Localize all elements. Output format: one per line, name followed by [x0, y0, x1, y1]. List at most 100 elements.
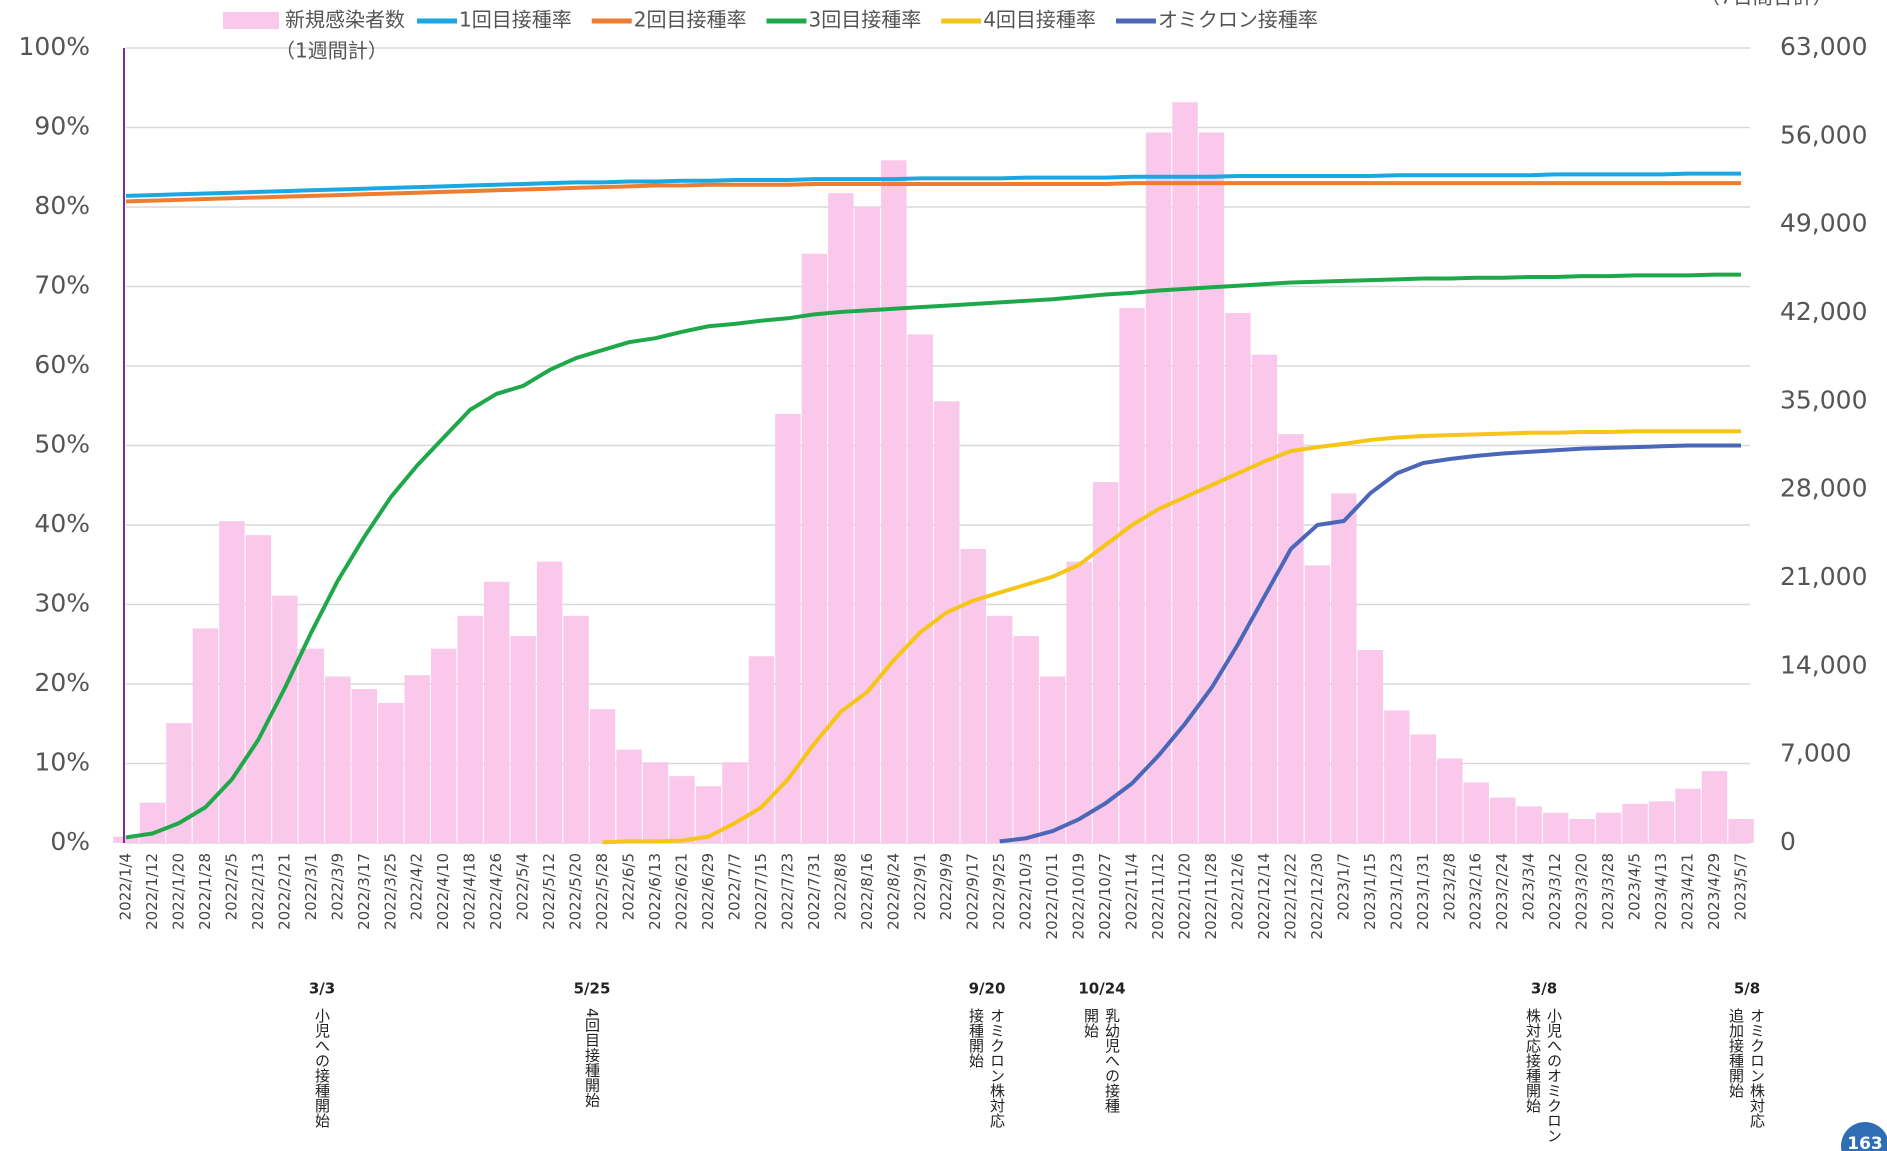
- bar: [563, 615, 589, 843]
- y-tick-label: 80%: [34, 191, 90, 220]
- bar: [1331, 493, 1357, 843]
- bar: [1278, 434, 1304, 843]
- x-tick-label: 2022/1/28: [196, 853, 214, 930]
- x-tick-label: 2022/12/6: [1228, 853, 1246, 930]
- x-tick-label: 2023/3/28: [1599, 853, 1617, 930]
- series-line: [125, 181, 1741, 204]
- x-tick-label: 2022/10/11: [1043, 853, 1061, 939]
- y-tick-label: 30%: [34, 589, 90, 618]
- y-tick-label: 60%: [34, 350, 90, 379]
- bar: [748, 656, 775, 843]
- y-tick-label: 90%: [34, 112, 90, 141]
- x-tick-label: 2022/5/12: [540, 853, 558, 930]
- x-tick-label: 2022/6/5: [620, 853, 638, 920]
- bar: [1145, 132, 1172, 844]
- bar: [430, 648, 457, 843]
- annotation-date: 10/24: [1078, 980, 1125, 998]
- x-tick-label: 2023/1/7: [1334, 853, 1352, 920]
- x-tick-label: 2022/2/13: [249, 853, 267, 930]
- x-tick-label: 2022/3/1: [302, 853, 320, 920]
- x-tick-label: 2022/4/26: [487, 853, 505, 930]
- y2-tick-label: 49,000: [1780, 209, 1867, 238]
- x-tick-label: 2022/2/21: [275, 853, 293, 930]
- x-tick-label: 2022/9/9: [937, 853, 955, 920]
- x-tick-label: 2023/4/13: [1652, 853, 1670, 930]
- legend-label: オミクロン接種率: [1158, 8, 1318, 32]
- bar: [1410, 734, 1437, 843]
- x-tick-label: 2023/1/23: [1387, 853, 1405, 930]
- x-tick-label: 2023/2/16: [1467, 853, 1485, 930]
- page-badge: [1841, 1122, 1887, 1151]
- x-tick-label: 2022/11/28: [1202, 853, 1220, 939]
- annotation-date: 5/25: [574, 980, 611, 998]
- y-tick-label: 40%: [34, 509, 90, 538]
- bar: [351, 689, 377, 843]
- x-tick-label: 2022/6/13: [646, 853, 664, 930]
- y2-tick-label: 63,000: [1780, 32, 1867, 61]
- x-tick-label: 2022/10/27: [1096, 853, 1114, 939]
- annotation-text: 開始: [1082, 1008, 1100, 1038]
- x-tick-label: 2022/2/5: [222, 853, 240, 920]
- x-tick-label: 2022/3/17: [355, 853, 373, 930]
- legend-label: 4回目接種率: [983, 8, 1096, 32]
- y2-tick-label: 21,000: [1780, 562, 1867, 591]
- bar: [986, 615, 1013, 843]
- bar: [960, 548, 986, 843]
- y2-tick-label: 56,000: [1780, 120, 1867, 149]
- bar: [589, 709, 616, 843]
- x-tick-label: 2023/3/4: [1520, 853, 1538, 920]
- x-tick-label: 2023/2/24: [1493, 853, 1511, 930]
- bar: [775, 413, 801, 843]
- bar: [219, 521, 245, 843]
- y-tick-label: 50%: [34, 430, 90, 459]
- bar: [1701, 771, 1728, 843]
- x-tick-label: 2022/11/20: [1176, 853, 1194, 939]
- bar: [1092, 482, 1119, 843]
- x-tick-label: 2023/5/7: [1732, 853, 1750, 920]
- x-tick-label: 2022/4/18: [461, 853, 479, 930]
- bar: [1437, 758, 1463, 843]
- bar: [1463, 782, 1489, 843]
- annotation-date: 3/8: [1531, 980, 1557, 998]
- x-tick-label: 2023/1/15: [1361, 853, 1379, 930]
- x-tick-label: 2022/6/29: [699, 853, 717, 930]
- x-tick-label: 2022/9/25: [990, 853, 1008, 930]
- bar: [245, 535, 272, 843]
- bar: [1119, 307, 1145, 843]
- bar: [722, 762, 748, 843]
- annotation-text: 株対応接種開始: [1524, 1008, 1542, 1113]
- y2-tick-label: 28,000: [1780, 474, 1867, 503]
- x-tick-label: 2022/4/10: [434, 853, 452, 930]
- bar: [510, 636, 536, 843]
- annotation-text: オミクロン株対応: [1748, 1008, 1766, 1129]
- annotation-text: 追加接種開始: [1727, 1008, 1745, 1098]
- series-line: [999, 443, 1741, 844]
- bar: [1357, 649, 1384, 843]
- bar: [139, 802, 166, 843]
- bar: [1675, 788, 1701, 843]
- series-line: [125, 171, 1741, 198]
- legend-label: 新規感染者数: [285, 8, 405, 32]
- bar: [907, 334, 933, 843]
- bar: [404, 675, 430, 843]
- x-tick-label: 2022/8/16: [858, 853, 876, 930]
- x-tick-label: 2022/10/19: [1070, 853, 1088, 939]
- bar: [934, 401, 960, 843]
- bar: [881, 160, 907, 844]
- bar: [1304, 565, 1331, 843]
- x-tick-label: 2022/6/21: [672, 853, 690, 930]
- x-tick-label: 2023/2/8: [1440, 853, 1458, 920]
- bar: [1622, 803, 1648, 843]
- annotation-date: 3/3: [309, 980, 335, 998]
- annotation-date: 5/8: [1734, 980, 1760, 998]
- bar: [1172, 102, 1198, 843]
- x-tick-label: 2022/12/22: [1281, 853, 1299, 939]
- annotation-text: 乳幼児への接種: [1103, 1008, 1121, 1113]
- bar: [1039, 676, 1066, 843]
- x-tick-label: 2022/3/9: [328, 853, 346, 920]
- bar: [457, 615, 483, 843]
- x-tick-label: 2022/10/3: [1017, 853, 1035, 930]
- annotation-date: 9/20: [969, 980, 1006, 998]
